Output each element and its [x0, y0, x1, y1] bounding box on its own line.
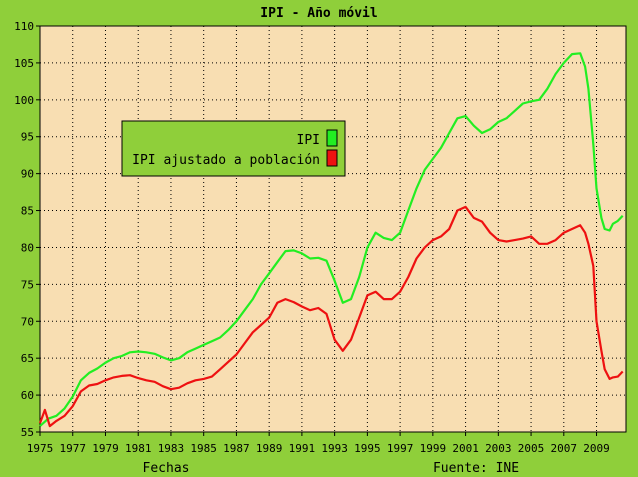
- y-tick-label: 95: [21, 131, 34, 144]
- x-tick-label: 1989: [256, 442, 283, 455]
- legend: IPI IPI ajustado a población: [121, 120, 346, 177]
- y-tick-label: 85: [21, 205, 34, 218]
- legend-label-ipi-ajustado: IPI ajustado a población: [132, 153, 320, 168]
- legend-label-ipi: IPI: [297, 133, 320, 148]
- plot-area: [39, 25, 627, 433]
- x-tick-label: 2005: [518, 442, 545, 455]
- chart-title: IPI - Año móvil: [260, 6, 377, 21]
- x-tick-label: 1981: [125, 442, 152, 455]
- x-tick-label: 1985: [190, 442, 217, 455]
- x-tick-label: 2001: [452, 442, 479, 455]
- source-label: Fuente: INE: [433, 461, 519, 476]
- x-axis-ticks: 1975 1977 1979 1981 1983 1985 1987 1989 1991 1993…: [27, 432, 610, 455]
- x-tick-label: 1997: [387, 442, 414, 455]
- y-tick-label: 70: [21, 315, 34, 328]
- x-tick-label: 1987: [223, 442, 250, 455]
- x-axis-label: Fechas: [143, 461, 190, 476]
- y-tick-label: 75: [21, 278, 34, 291]
- y-tick-label: 100: [14, 94, 34, 107]
- y-tick-label: 80: [21, 241, 34, 254]
- y-axis-ticks: 55 60 65 70 75 80 85 90 95 100 105 110: [14, 20, 40, 439]
- x-tick-label: 1995: [354, 442, 381, 455]
- y-tick-label: 105: [14, 57, 34, 70]
- legend-swatch-ipi: [326, 129, 338, 147]
- y-tick-label: 90: [21, 168, 34, 181]
- y-tick-label: 60: [21, 389, 34, 402]
- series-line-ipi: [39, 52, 624, 427]
- x-tick-label: 1993: [321, 442, 348, 455]
- x-tick-label: 2009: [583, 442, 610, 455]
- x-tick-label: 1977: [59, 442, 86, 455]
- series-line-ipi-ajustado: [38, 205, 624, 428]
- legend-swatch-ipi-ajustado: [326, 149, 338, 167]
- grid-lines: [40, 26, 626, 432]
- x-tick-label: 1983: [158, 442, 185, 455]
- y-tick-label: 65: [21, 352, 34, 365]
- series-lines: [38, 52, 624, 428]
- x-tick-label: 1979: [92, 442, 119, 455]
- x-tick-label: 2007: [551, 442, 578, 455]
- legend-box: [121, 120, 346, 177]
- y-tick-label: 55: [21, 426, 34, 439]
- x-tick-label: 2003: [485, 442, 512, 455]
- x-tick-label: 1991: [289, 442, 316, 455]
- x-tick-label: 1975: [27, 442, 54, 455]
- y-tick-label: 110: [14, 20, 34, 33]
- x-tick-label: 1999: [420, 442, 447, 455]
